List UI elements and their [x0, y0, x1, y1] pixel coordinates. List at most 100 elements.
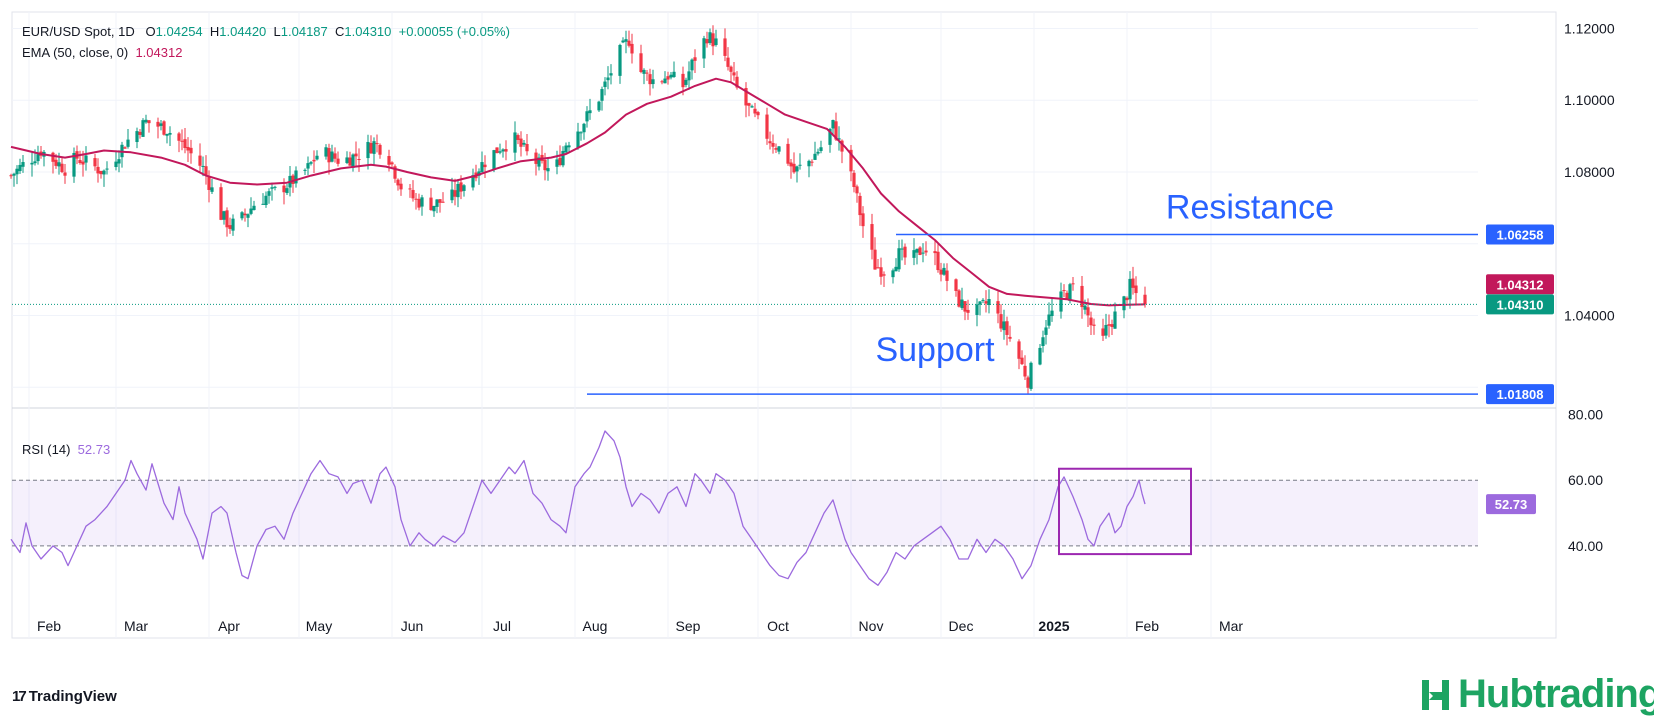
candle-body: [168, 132, 172, 135]
candle-body: [1059, 291, 1063, 312]
candle-body: [831, 120, 835, 129]
candle-body: [639, 53, 643, 73]
candle-body: [141, 120, 145, 137]
support-price-tag-bg: [1486, 384, 1554, 405]
candle-body: [621, 40, 625, 43]
symbol-label: EUR/USD Spot, 1D: [22, 24, 135, 39]
candle-body: [204, 166, 208, 176]
ema-price-tag: 1.04312: [1497, 277, 1544, 292]
candle-body: [600, 89, 604, 101]
candle-body: [651, 79, 655, 85]
candle-body: [747, 103, 751, 106]
candle-body: [897, 248, 901, 270]
ema-line: [10, 77, 1146, 307]
candle-body: [879, 267, 883, 277]
tradingview-logo[interactable]: 17 TradingView: [12, 688, 117, 705]
x-tick-label: Mar: [124, 618, 148, 634]
candle-body: [546, 168, 550, 172]
rsi-value-tag: 52.73: [1495, 497, 1528, 512]
candle-body: [264, 195, 268, 206]
candle-body: [792, 163, 796, 173]
candle-body: [1005, 321, 1009, 335]
close-price-tag: 1.04310: [1497, 297, 1544, 312]
candle-body: [435, 199, 439, 207]
candle-body: [57, 162, 61, 167]
candle-body: [30, 162, 34, 165]
candle-body: [660, 81, 664, 83]
candle-body: [711, 33, 715, 47]
candle-body: [156, 121, 160, 127]
candle-body: [1020, 357, 1024, 365]
candle-body: [588, 110, 592, 114]
candle-body: [786, 143, 790, 164]
candle-body: [324, 147, 328, 157]
candle-body: [294, 170, 298, 184]
candle-body: [336, 158, 340, 164]
candle-body: [810, 161, 814, 163]
low-value: 1.04187: [280, 24, 328, 39]
candle-body: [939, 269, 943, 275]
candle-body: [1050, 310, 1054, 317]
candle-body: [411, 189, 415, 199]
rsi-tick-label: 40.00: [1568, 538, 1603, 554]
candle-body: [135, 131, 139, 143]
open-label: O: [145, 24, 156, 39]
candle-body: [246, 214, 250, 218]
candle-body: [663, 78, 667, 84]
candle-body: [1080, 285, 1084, 308]
candle-body: [513, 132, 517, 153]
candle-body: [900, 248, 904, 250]
candle-body: [303, 169, 307, 171]
candle-body: [870, 224, 874, 250]
candle-body: [954, 279, 958, 291]
candle-body: [891, 270, 895, 278]
candle-body: [774, 148, 778, 150]
candle-body: [693, 57, 697, 61]
candle-body: [1101, 328, 1105, 336]
candle-body: [1023, 365, 1027, 377]
candle-body: [753, 108, 757, 114]
candle-body: [387, 156, 391, 165]
candle-body: [420, 197, 424, 207]
candle-body: [1029, 362, 1033, 389]
candle-body: [378, 144, 382, 155]
x-tick-label: Feb: [37, 618, 61, 634]
candle-body: [519, 138, 523, 147]
candle-body: [1071, 283, 1075, 285]
candle-body: [714, 38, 718, 45]
candle-body: [375, 143, 379, 145]
candle-body: [873, 249, 877, 270]
candle-body: [498, 151, 502, 153]
rsi-band-fill: [12, 480, 1478, 546]
candle-body: [708, 32, 712, 43]
candle-body: [918, 247, 922, 255]
candle-body: [924, 250, 928, 253]
candle-body: [396, 179, 400, 186]
candle-body: [15, 168, 19, 175]
support-label: Support: [875, 331, 995, 369]
rsi-label: RSI (14): [22, 442, 71, 457]
x-tick-label: May: [306, 618, 332, 634]
candle-body: [666, 76, 670, 80]
x-tick-label: Sep: [676, 618, 701, 634]
candle-body: [105, 168, 109, 170]
rsi-tick-label: 80.00: [1568, 407, 1603, 423]
candle-body: [198, 155, 202, 166]
candle-body: [147, 120, 151, 124]
candle-body: [180, 140, 184, 142]
candle-body: [1026, 377, 1030, 388]
candle-body: [876, 267, 880, 269]
candle-body: [816, 151, 820, 154]
support-price-tag: 1.01808: [1497, 387, 1544, 402]
rsi-value: 52.73: [77, 442, 111, 457]
candle-body: [36, 154, 40, 162]
candle-body: [516, 135, 520, 140]
candle-body: [705, 39, 709, 44]
candle-body: [981, 299, 985, 301]
candle-body: [165, 133, 169, 136]
candle-body: [606, 77, 610, 81]
candle-body: [882, 274, 886, 276]
candle-body: [627, 40, 631, 46]
candle-body: [978, 301, 982, 305]
